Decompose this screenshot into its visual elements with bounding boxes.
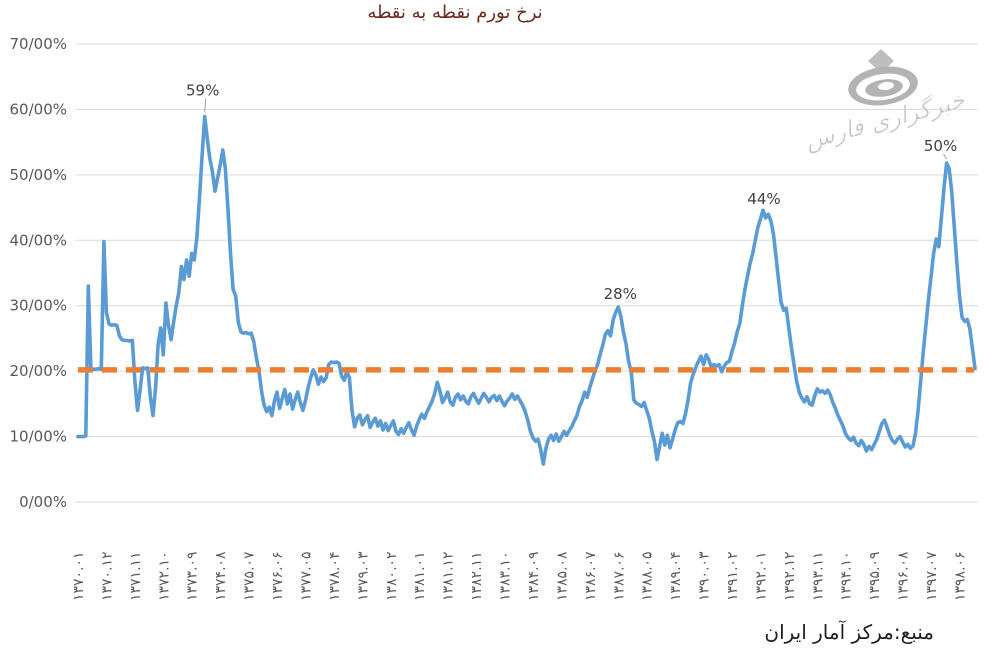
inflation-line-series — [76, 114, 977, 466]
x-tick-label: ۱۳۹۲.۰۱ — [753, 551, 769, 601]
peak-annotation: 28% — [604, 285, 637, 303]
x-tick-label: ۱۳۹۴.۱۰ — [839, 551, 855, 601]
x-tick-label: ۱۳۹۵.۰۹ — [867, 551, 883, 601]
x-tick-label: ۱۳۸۹.۰۴ — [668, 551, 684, 601]
y-tick-label: 30/00% — [10, 297, 67, 315]
x-tick-label: ۱۳۸۲.۱۱ — [469, 551, 485, 601]
x-tick-label: ۱۳۷۸.۰۴ — [327, 551, 343, 601]
peak-annotation: 50% — [924, 137, 957, 155]
y-axis-labels: 70/00% 60/00% 50/00% 40/00% 30/00% 20/00% 10/0… — [10, 35, 67, 511]
x-tick-label: ۱۳۸۸.۰۵ — [640, 551, 656, 601]
y-tick-label: 10/00% — [10, 428, 67, 446]
x-tick-label: ۱۳۸۱.۰۱ — [412, 551, 428, 601]
y-tick-label: 40/00% — [10, 231, 67, 249]
x-tick-label: ۱۳۷۰.۱۲ — [99, 551, 115, 601]
x-tick-label: ۱۳۹۰.۰۳ — [697, 551, 713, 601]
peak-annotation: 59% — [186, 82, 219, 100]
y-tick-label: 0/00% — [19, 493, 67, 511]
x-tick-label: ۱۳۷۳.۰۹ — [185, 551, 201, 601]
x-tick-label: ۱۳۹۷.۰۷ — [924, 551, 940, 601]
x-tick-label: ۱۳۸۰.۰۲ — [384, 551, 400, 601]
annotations-layer: 59% 28% 44% 50% — [186, 82, 957, 303]
x-tick-label: ۱۳۷۹.۰۳ — [355, 551, 371, 601]
watermark-emblem-highlight — [878, 81, 894, 91]
x-tick-label: ۱۳۹۶.۰۸ — [896, 551, 912, 601]
x-tick-label: ۱۳۸۱.۱۲ — [441, 551, 457, 601]
data-series-layer — [76, 114, 977, 466]
annotation-leader-line — [943, 153, 947, 160]
x-tick-label: ۱۳۹۲.۱۲ — [782, 551, 798, 601]
peak-annotation: 44% — [747, 190, 780, 208]
y-tick-label: 50/00% — [10, 166, 67, 184]
source-caption: منبع:مرکز آمار ایران — [764, 620, 934, 644]
x-tick-label: ۱۳۷۴.۰۸ — [213, 551, 229, 601]
chart-title: نرخ تورم نقطه به نقطه — [367, 2, 543, 23]
x-tick-label: ۱۳۸۶.۰۷ — [583, 551, 599, 601]
x-tick-label: ۱۳۷۵.۰۷ — [242, 551, 258, 601]
x-tick-label: ۱۳۹۱.۰۲ — [725, 551, 741, 601]
y-tick-label: 70/00% — [10, 35, 67, 53]
x-tick-label: ۱۳۷۰.۰۱ — [71, 551, 87, 601]
gridlines — [75, 43, 978, 503]
x-tick-label: ۱۳۷۱.۱۱ — [128, 551, 144, 601]
x-tick-label: ۱۳۷۷.۰۵ — [298, 551, 314, 601]
y-tick-label: 60/00% — [10, 100, 67, 118]
x-tick-label: ۱۳۸۴.۰۹ — [526, 551, 542, 601]
x-tick-label: ۱۳۹۳.۱۱ — [810, 551, 826, 601]
x-tick-label: ۱۳۸۳.۱۰ — [498, 551, 514, 601]
x-axis-labels: ۱۳۷۰.۰۱ ۱۳۷۰.۱۲ ۱۳۷۱.۱۱ ۱۳۷۲.۱۰ ۱۳۷۳.۰۹ ۱۳۷۴.… — [71, 551, 968, 601]
x-tick-label: ۱۳۸۵.۰۸ — [554, 551, 570, 601]
y-tick-label: 20/00% — [10, 362, 67, 380]
x-tick-label: ۱۳۹۸.۰۶ — [952, 551, 968, 601]
x-tick-label: ۱۳۷۶.۰۶ — [270, 551, 286, 601]
x-tick-label: ۱۳۷۲.۱۰ — [156, 551, 172, 601]
annotation-leader-line — [204, 98, 207, 113]
x-tick-label: ۱۳۸۷.۰۶ — [611, 551, 627, 601]
